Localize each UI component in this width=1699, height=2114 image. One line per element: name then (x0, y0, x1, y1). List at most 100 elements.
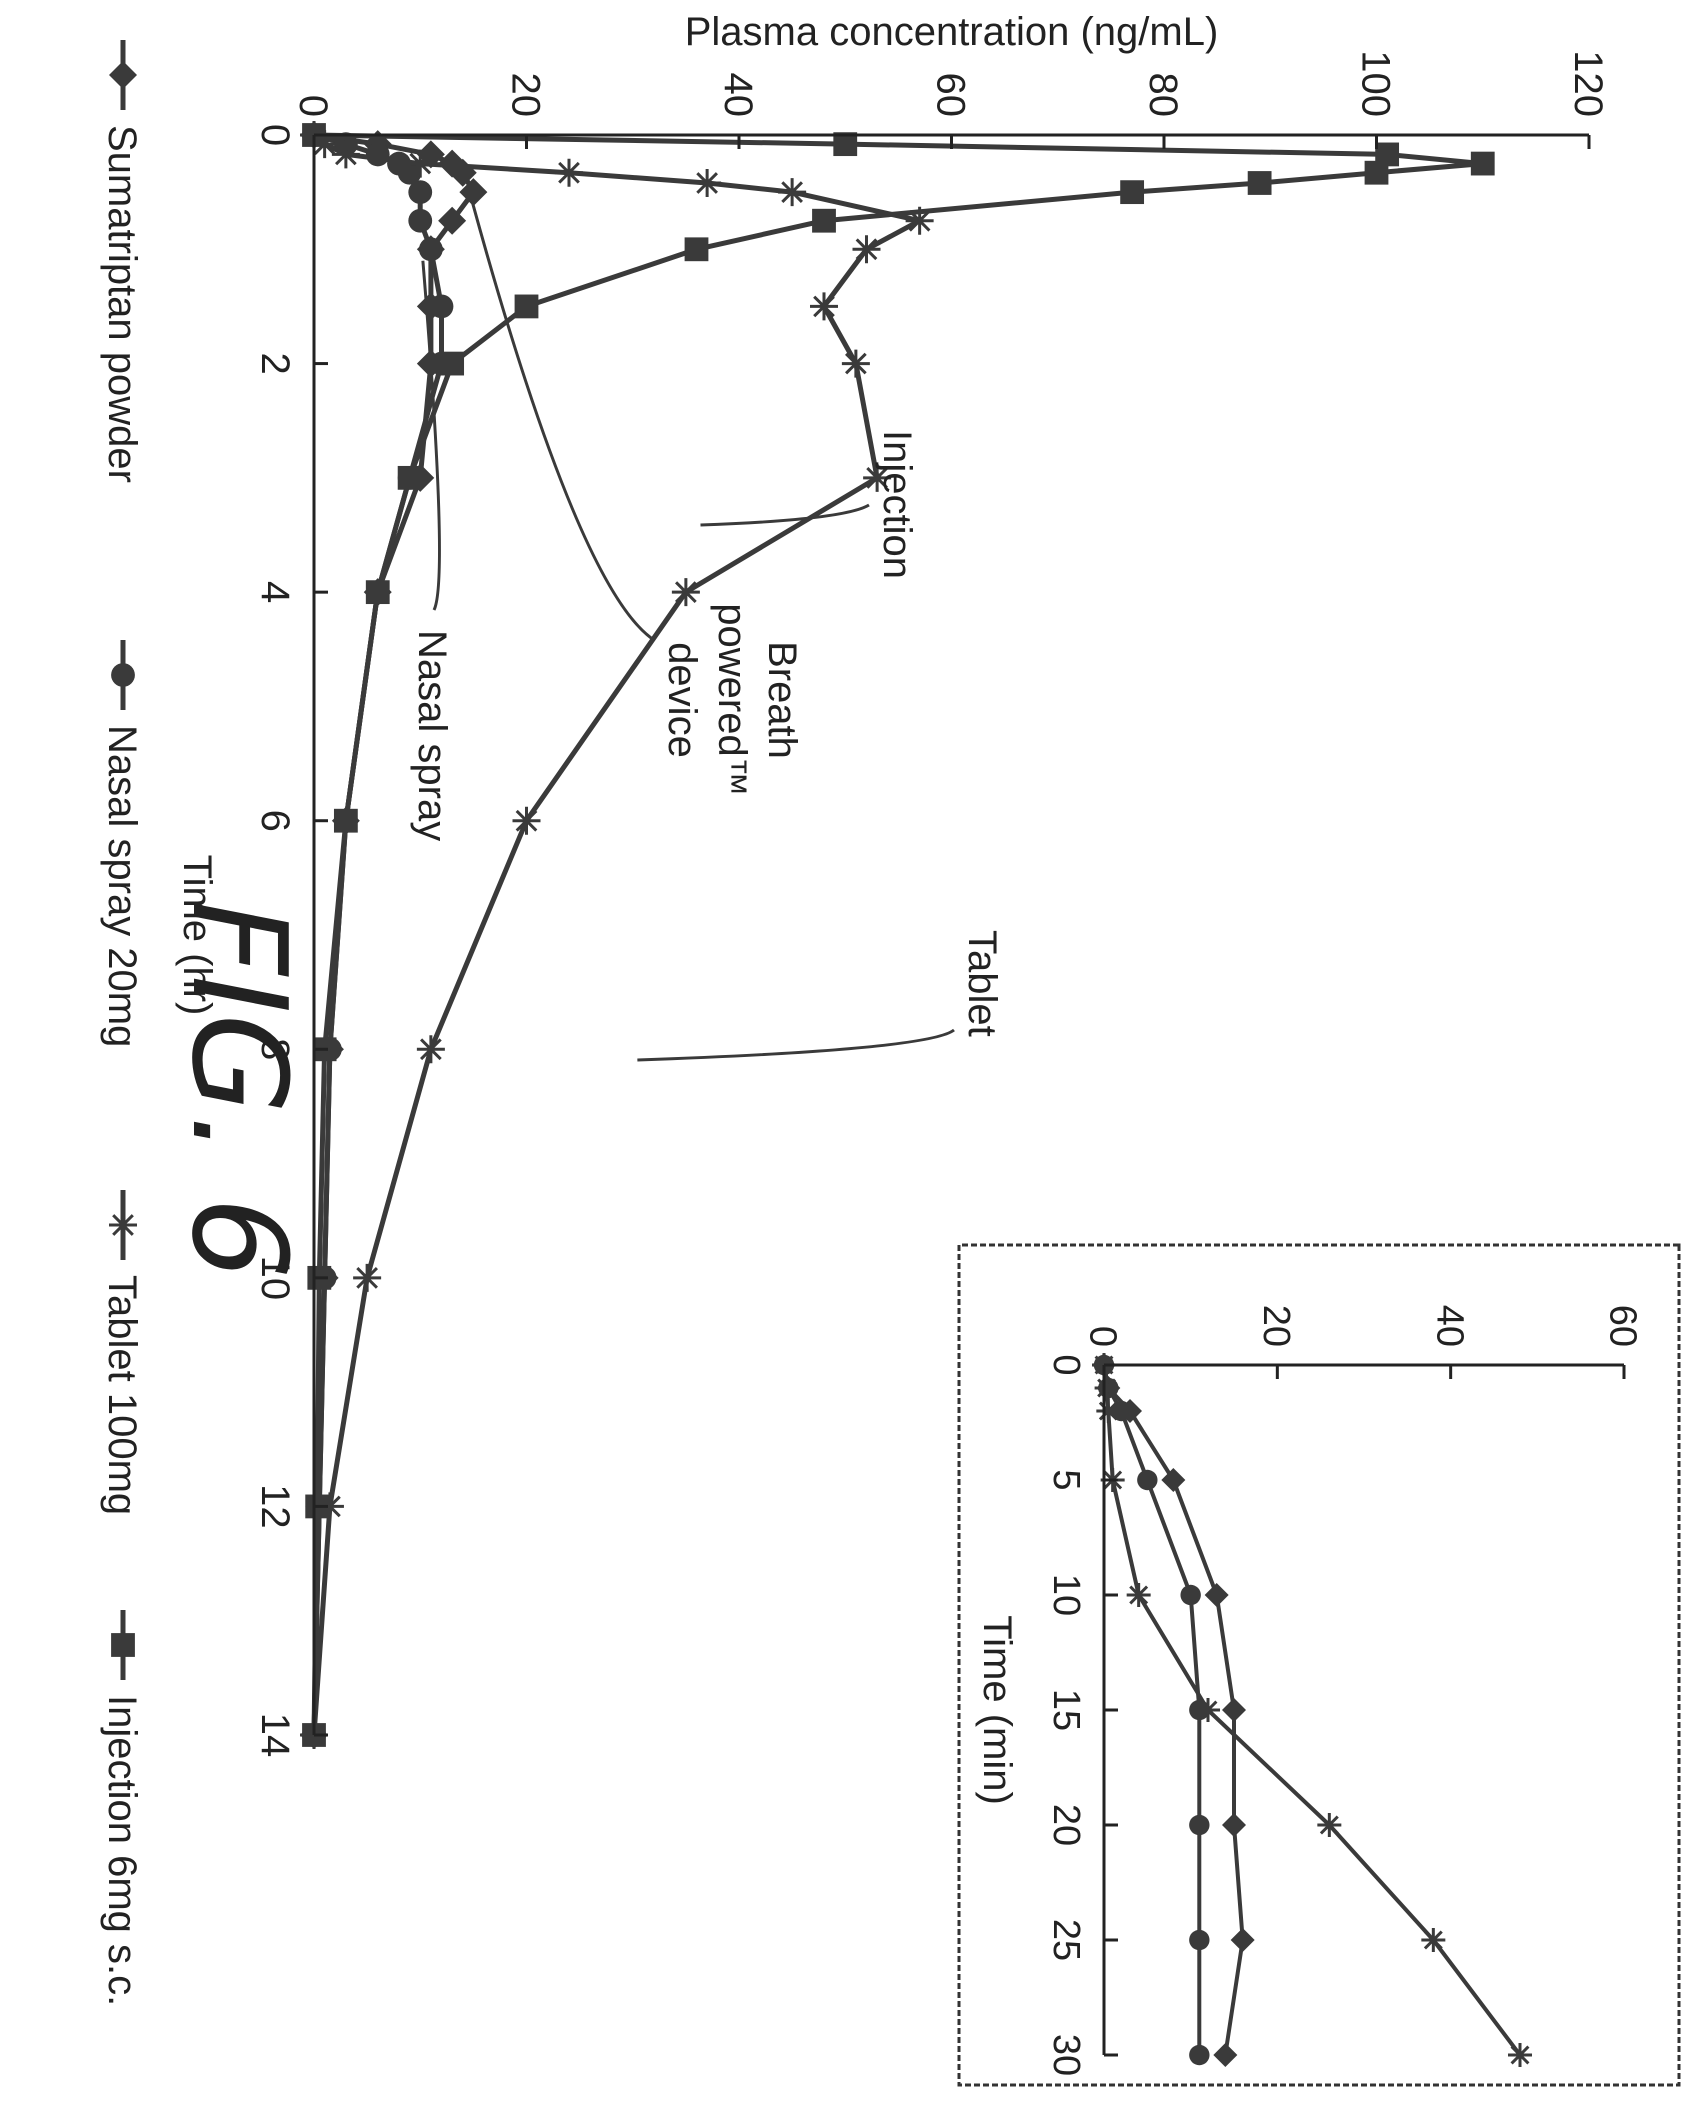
circle-marker (1189, 1814, 1210, 1836)
star-marker (841, 349, 870, 378)
y-tick-label: 80 (1141, 73, 1185, 118)
main-chart-marks (300, 121, 1495, 1749)
square-marker (111, 1633, 135, 1657)
y-tick-label: 100 (1354, 50, 1398, 117)
annotation-breath-powered-line-3: device (660, 642, 704, 758)
legend-label: Tablet 100mg (100, 1275, 144, 1515)
annotation-injection: Injection (875, 430, 919, 579)
legend-label: Injection 6mg s.c. (100, 1695, 144, 2006)
square-marker (684, 237, 709, 262)
circle-marker (408, 208, 433, 233)
star-marker (315, 1492, 344, 1521)
square-marker (440, 351, 465, 376)
diamond-marker (1222, 1813, 1246, 1837)
annotation-breath-powered-line-2: powered™ (710, 603, 754, 796)
x-tick-label: 30 (1045, 2034, 1087, 2076)
star-marker (778, 178, 807, 207)
circle-marker (1111, 1400, 1132, 1422)
nasal-spray-leader-line (421, 260, 441, 611)
diamond-marker (438, 206, 467, 235)
annotations: Tablet Injection Breath powered™ device … (410, 203, 1004, 1062)
star-marker (1096, 1399, 1121, 1423)
x-tick-label: 0 (1045, 1354, 1087, 1375)
x-tick-label: 4 (253, 581, 297, 603)
x-tick-label: 2 (253, 352, 297, 374)
y-tick-label: 120 (1566, 50, 1610, 117)
y-tick-label: 20 (504, 73, 548, 118)
square-marker (333, 808, 358, 833)
circle-marker (365, 142, 390, 167)
y-tick-label: 0 (1082, 1326, 1124, 1347)
star-marker (810, 292, 838, 321)
circle-marker (1180, 1584, 1201, 1606)
star-marker (905, 206, 934, 235)
tablet-leader-line (637, 1028, 955, 1062)
diamond-marker (1222, 1698, 1246, 1722)
legend-label: Nasal spray 20mg (100, 725, 144, 1047)
square-marker (397, 465, 422, 490)
y-tick-label: 60 (929, 73, 973, 118)
legend-item-sumatriptan-powder: Sumatriptan powder (100, 40, 144, 483)
square-marker (1364, 160, 1389, 185)
y-tick-label: 40 (716, 73, 760, 118)
circle-marker (429, 294, 454, 319)
diamond-marker (459, 178, 488, 207)
inset-chart-axes: 0 5 10 15 20 25 30 0 20 40 60 (1045, 1305, 1644, 2076)
square-marker (1247, 171, 1272, 195)
circle-marker (418, 237, 443, 262)
x-tick-label: 15 (1045, 1689, 1087, 1731)
star-marker (1317, 1813, 1342, 1837)
annotation-tablet: Tablet (960, 930, 1004, 1037)
square-marker (812, 208, 836, 233)
star-marker (1126, 1583, 1151, 1607)
star-marker (512, 806, 541, 835)
x-tick-label: 5 (1045, 1469, 1087, 1490)
legend-item-injection-6mg-sc: Injection 6mg s.c. (100, 1610, 144, 2006)
y-tick-label: 0 (291, 95, 335, 117)
x-tick-label: 25 (1045, 1919, 1087, 1961)
star-marker (1196, 1698, 1220, 1722)
breath-powered-leader-line (471, 203, 655, 642)
star-marker (555, 158, 583, 187)
legend-item-nasal-spray-20mg: Nasal spray 20mg (100, 640, 144, 1047)
annotation-nasal-spray: Nasal spray (410, 630, 454, 841)
legend-item-tablet-100mg: Tablet 100mg (100, 1190, 144, 1515)
star-marker (693, 169, 722, 197)
inset-x-axis-label: Time (min) (975, 1615, 1019, 1805)
x-tick-label: 10 (253, 1256, 297, 1301)
x-tick-label: 8 (253, 1038, 297, 1060)
square-marker (833, 132, 858, 157)
x-tick-label: 0 (253, 124, 297, 146)
y-tick-label: 60 (1602, 1305, 1644, 1347)
star-marker (331, 140, 360, 169)
x-tick-label: 20 (1045, 1804, 1087, 1846)
star-marker (1094, 1376, 1119, 1400)
star-marker (406, 149, 435, 178)
star-marker (353, 1263, 382, 1292)
square-marker (365, 580, 390, 605)
y-tick-label: 40 (1428, 1305, 1470, 1347)
star-marker (1421, 1928, 1446, 1952)
square-marker (1470, 151, 1495, 176)
annotation-breath-powered-line-1: Breath (760, 641, 804, 759)
series-line-square (311, 132, 1486, 1736)
series-line-star (311, 133, 923, 1736)
legend-label: Sumatriptan powder (100, 125, 144, 483)
square-marker (514, 294, 539, 319)
figure-label: FIG. 6 (163, 900, 315, 1279)
main-y-axis-label: Plasma concentration (ng/mL) (685, 10, 1219, 54)
star-marker (852, 235, 881, 264)
x-tick-label: 10 (1045, 1574, 1087, 1616)
inset-chart: 0 5 10 15 20 25 30 0 20 40 60 Time (min) (957, 1243, 1681, 2087)
x-tick-label: 12 (253, 1484, 297, 1529)
circle-marker (408, 180, 433, 205)
injection-leader-line (700, 503, 870, 527)
main-x-axis-label: Time (hr) (175, 855, 219, 1016)
circle-marker (1189, 2044, 1210, 2066)
y-tick-label: 20 (1255, 1305, 1297, 1347)
diamond-marker (109, 61, 137, 89)
annotation-leader-lines (421, 203, 955, 1062)
